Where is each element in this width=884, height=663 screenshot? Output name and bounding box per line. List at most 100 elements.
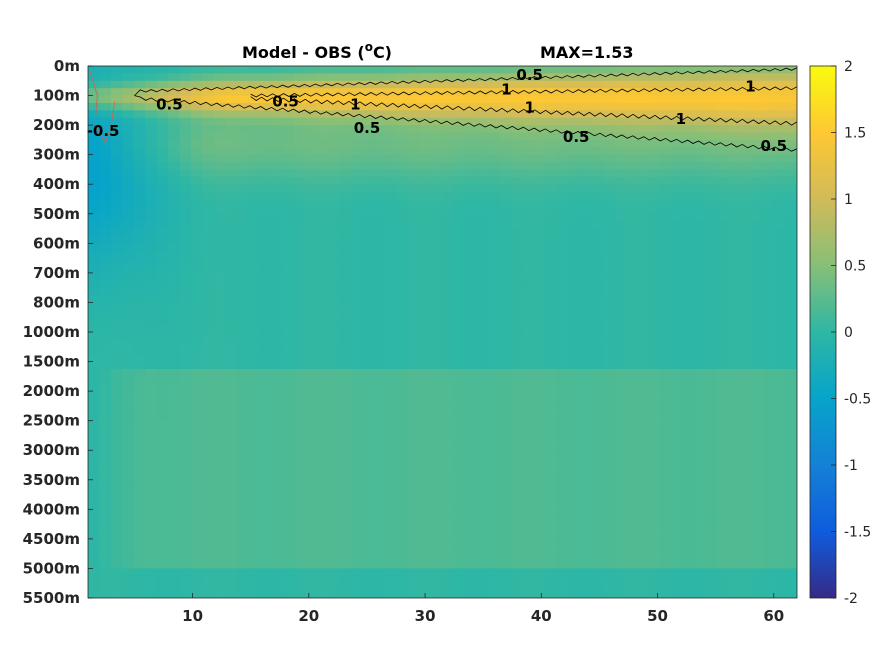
field-cell [179,568,192,577]
field-cell [522,361,535,370]
field-cell [522,110,535,119]
contour-line-negative [89,71,116,144]
field-cell [476,457,489,466]
field-cell [351,73,364,82]
field-cell [385,309,398,318]
field-cell [385,428,398,437]
field-cell [728,405,741,414]
field-cell [545,479,558,488]
field-cell [568,199,581,207]
field-cell [408,213,421,222]
field-cell [614,125,627,134]
field-cell [751,538,764,547]
field-cell [373,442,386,451]
field-cell [453,191,466,200]
field-cell [225,169,238,178]
field-cell [636,243,649,252]
field-cell [373,553,386,562]
field-cell [408,243,421,252]
field-cell [145,568,158,577]
field-cell [465,413,478,422]
field-cell [99,80,112,89]
field-cell [648,221,661,230]
field-cell [431,250,444,259]
field-cell [774,80,787,89]
field-cell [293,228,306,237]
field-cell [739,88,752,97]
field-cell [522,346,535,355]
field-cell [316,391,329,400]
field-cell [248,162,261,171]
field-cell [168,524,181,533]
field-cell [168,590,181,598]
field-cell [316,479,329,488]
field-cell [739,258,752,267]
field-cell [328,206,341,215]
field-cell [659,354,672,363]
field-cell [762,139,775,148]
field-cell [488,272,501,281]
field-cell [122,494,135,503]
field-cell [385,405,398,414]
field-cell [110,228,123,237]
field-cell [385,583,398,592]
field-cell [728,442,741,451]
field-cell [145,465,158,473]
field-cell [785,280,797,289]
field-cell [694,139,707,148]
field-cell [293,66,306,74]
field-cell [396,272,409,281]
field-cell [499,457,512,466]
field-cell [190,250,203,259]
field-cell [659,206,672,215]
field-cell [488,317,501,326]
field-cell [716,509,729,518]
field-cell [671,295,684,304]
field-cell [602,546,615,555]
field-cell [602,428,615,437]
field-cell [259,302,272,311]
field-cell [591,361,604,370]
field-cell [488,531,501,540]
field-cell [396,154,409,163]
field-cell [728,102,741,111]
field-cell [316,332,329,340]
field-cell [351,243,364,252]
field-cell [511,73,524,82]
field-cell [213,206,226,215]
field-cell [694,472,707,481]
field-cell [339,73,352,82]
field-cell [705,221,718,230]
field-cell [362,472,375,481]
field-cell [659,272,672,281]
field-cell [556,265,569,274]
field-cell [328,590,341,598]
field-cell [671,66,684,74]
field-cell [270,265,284,274]
field-cell [716,176,729,185]
field-cell [88,413,101,422]
field-cell [442,590,455,598]
field-cell [671,332,684,340]
field-cell [122,568,135,577]
field-cell [636,487,649,496]
field-cell [728,531,741,540]
field-cell [145,258,158,267]
field-cell [533,546,547,555]
field-cell [533,280,547,289]
field-cell [751,457,764,466]
field-cell [408,561,421,570]
field-cell [419,376,432,385]
field-cell [476,302,489,311]
field-cell [579,280,592,289]
field-cell [591,376,604,385]
field-cell [99,88,112,97]
y-axis: 0m100m200m300m400m500m600m700m800m1000m1… [23,57,93,607]
field-cell [465,102,478,111]
field-cell [362,73,375,82]
field-cell [442,169,455,178]
field-cell [568,405,581,414]
field-cell [133,561,146,570]
field-cell [488,575,501,584]
field-cell [591,125,604,134]
